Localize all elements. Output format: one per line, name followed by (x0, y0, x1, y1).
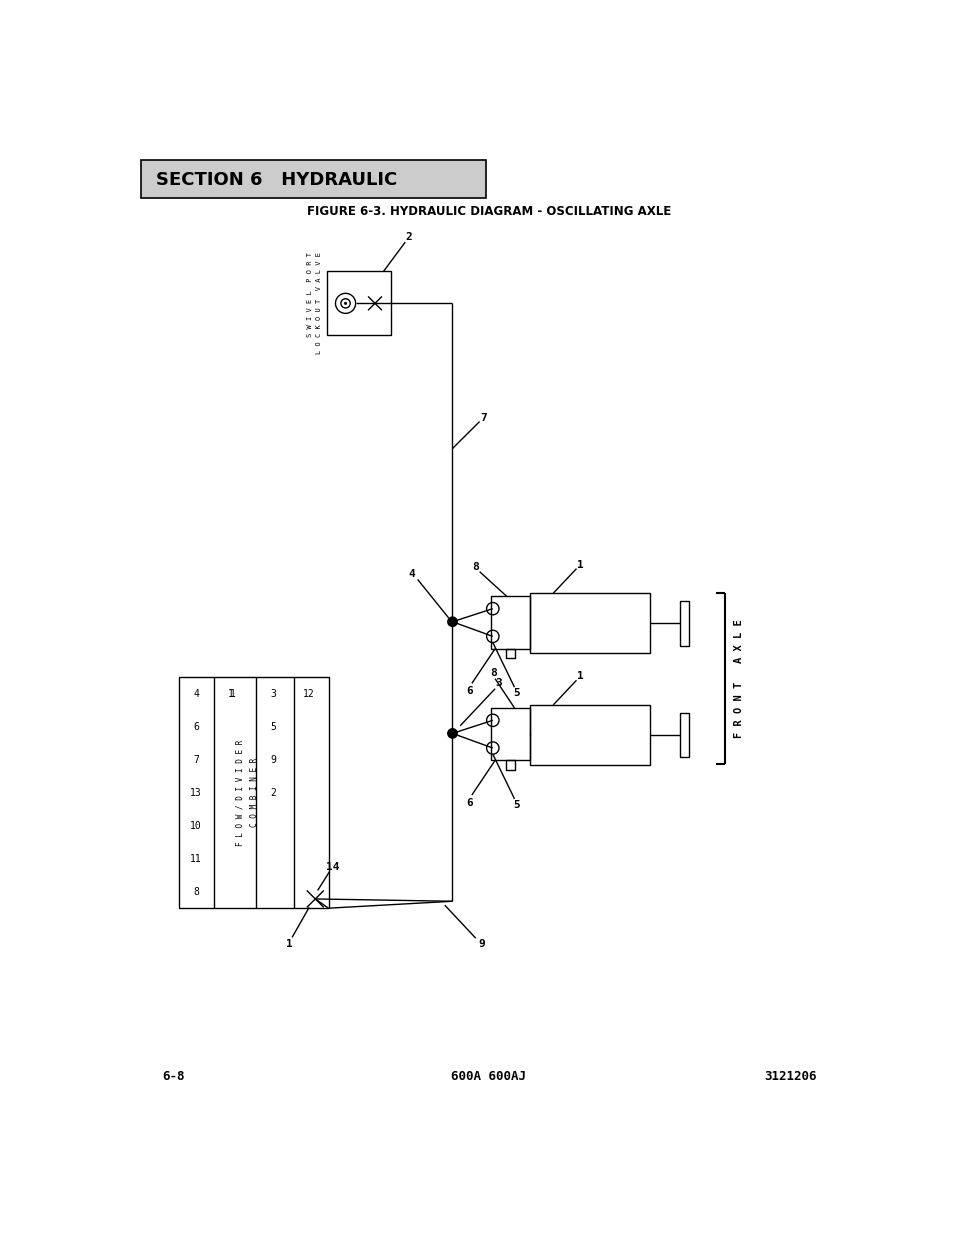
Text: 600A 600AJ: 600A 600AJ (451, 1070, 526, 1083)
Text: 1: 1 (577, 559, 583, 569)
Text: S W I V E L  P O R T
L O C K O U T  V A L V E: S W I V E L P O R T L O C K O U T V A L … (307, 252, 322, 354)
Text: 1: 1 (230, 689, 235, 699)
Text: 1: 1 (286, 939, 293, 948)
Bar (505, 761, 515, 769)
Text: 3: 3 (271, 689, 276, 699)
Text: 8: 8 (472, 562, 478, 572)
Text: 10: 10 (190, 821, 202, 831)
Text: F L O W / D I V I D E R
C O M B I N E R: F L O W / D I V I D E R C O M B I N E R (235, 740, 258, 846)
Text: 3121206: 3121206 (763, 1070, 816, 1083)
Text: 6: 6 (466, 798, 473, 808)
Text: 2: 2 (271, 788, 276, 798)
Text: 4: 4 (193, 689, 199, 699)
Bar (505, 648, 515, 658)
Bar (530, 705, 649, 764)
Bar (491, 597, 530, 648)
Text: 8: 8 (490, 668, 497, 678)
Text: 12: 12 (303, 689, 314, 699)
Text: 9: 9 (478, 939, 485, 948)
Text: 11: 11 (190, 853, 202, 863)
Text: 1: 1 (228, 689, 233, 699)
Bar (141, 159, 485, 199)
Text: FIGURE 6-3. HYDRAULIC DIAGRAM - OSCILLATING AXLE: FIGURE 6-3. HYDRAULIC DIAGRAM - OSCILLAT… (307, 205, 670, 217)
Bar (491, 708, 530, 761)
Text: 7: 7 (479, 412, 486, 422)
Bar (679, 601, 688, 646)
Text: 2: 2 (404, 232, 412, 242)
Text: 14: 14 (325, 862, 338, 872)
Text: SECTION 6   HYDRAULIC: SECTION 6 HYDRAULIC (156, 170, 397, 189)
Text: 1: 1 (577, 672, 583, 682)
Text: 9: 9 (271, 755, 276, 764)
Text: F R O N T   A X L E: F R O N T A X L E (734, 620, 743, 739)
Text: 5: 5 (513, 688, 519, 698)
Circle shape (447, 727, 457, 739)
Text: 13: 13 (190, 788, 202, 798)
Bar (679, 713, 688, 757)
Text: 6-8: 6-8 (162, 1070, 184, 1083)
Text: 7: 7 (193, 755, 199, 764)
Circle shape (344, 301, 347, 305)
Text: 5: 5 (271, 721, 276, 731)
Text: 5: 5 (513, 800, 519, 810)
Bar (327, 272, 391, 336)
Text: 3: 3 (496, 678, 502, 688)
Text: 6: 6 (193, 721, 199, 731)
Bar (530, 593, 649, 653)
Bar (179, 677, 328, 908)
Text: 6: 6 (466, 687, 473, 697)
Circle shape (447, 616, 457, 627)
Text: 4: 4 (409, 569, 416, 579)
Text: 8: 8 (193, 887, 199, 897)
